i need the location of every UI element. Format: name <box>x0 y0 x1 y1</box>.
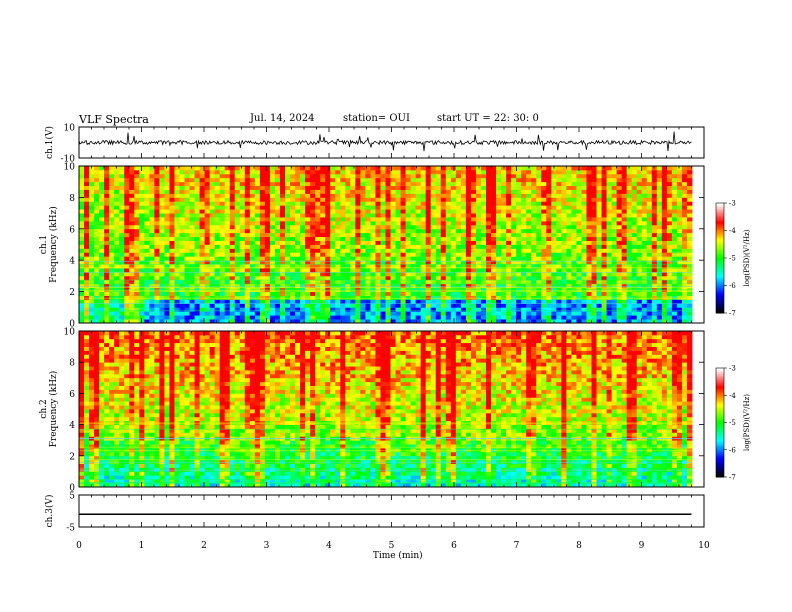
y-tick-label: -5 <box>66 524 75 534</box>
y-tick-label: 10 <box>64 163 76 173</box>
x-axis-label: Time (min) <box>373 550 423 561</box>
colorbar-tick-label: -6 <box>729 446 736 454</box>
x-tick-label: 4 <box>326 541 332 551</box>
colorbar-tick-label: -4 <box>729 392 736 400</box>
x-tick-label: 9 <box>639 541 645 551</box>
y-tick-label: 6 <box>69 225 75 235</box>
y-tick-label: 4 <box>69 421 75 431</box>
spectrogram-1 <box>79 166 693 324</box>
x-tick-label: 2 <box>201 541 207 551</box>
x-tick-label: 1 <box>139 541 145 551</box>
x-tick-label: 6 <box>451 541 457 551</box>
y-tick-label: 2 <box>69 288 75 298</box>
y-tick-label: -10 <box>61 155 76 165</box>
x-tick-label: 5 <box>389 541 395 551</box>
y-tick-label: 4 <box>69 257 75 267</box>
ch2-panel-label: ch.2 <box>39 399 49 418</box>
start-time-label: start UT = 22: 30: 0 <box>437 113 539 124</box>
colorbar-1 <box>715 202 727 314</box>
ch1-waveform <box>78 131 692 152</box>
station-label: station= OUI <box>343 113 410 124</box>
x-tick-label: 10 <box>698 541 710 551</box>
y-tick-label: 0 <box>69 320 75 330</box>
frequency-axis-label: Frequency (kHz) <box>48 206 59 283</box>
x-tick-label: 0 <box>76 541 82 551</box>
x-tick-label: 7 <box>514 541 520 551</box>
colorbar-2 <box>715 367 727 478</box>
y-tick-label: 2 <box>69 452 75 462</box>
ch3-ylabel: ch.3(V) <box>44 495 55 528</box>
frequency-axis-label: Frequency (kHz) <box>48 371 59 448</box>
y-tick-label: 0 <box>69 484 75 494</box>
colorbar-tick-label: -5 <box>729 255 736 263</box>
spectrogram-2 <box>79 331 693 488</box>
y-tick-label: 10 <box>64 124 76 134</box>
ch1-ylabel: ch.1(V) <box>44 126 55 159</box>
colorbar-tick-label: -3 <box>729 200 736 208</box>
colorbar-tick-label: -5 <box>729 419 736 427</box>
figure-title: VLF Spectra <box>79 113 149 126</box>
colorbar-label: log(PSD)(V²/Hz) <box>743 229 751 286</box>
y-tick-label: 5 <box>69 492 75 502</box>
y-tick-label: 8 <box>69 359 75 369</box>
colorbar-label: log(PSD)(V²/Hz) <box>743 394 751 451</box>
x-tick-label: 8 <box>576 541 582 551</box>
y-tick-label: 10 <box>64 328 76 338</box>
date-label: Jul. 14, 2024 <box>250 113 315 124</box>
y-tick-label: 6 <box>69 390 75 400</box>
ch1-panel-label: ch.1 <box>39 235 49 254</box>
x-tick-label: 3 <box>264 541 270 551</box>
colorbar-tick-label: -6 <box>729 282 736 290</box>
colorbar-tick-label: -7 <box>729 310 736 318</box>
colorbar-tick-label: -4 <box>729 227 736 235</box>
colorbar-tick-label: -3 <box>729 365 736 373</box>
y-tick-label: 8 <box>69 194 75 204</box>
colorbar-tick-label: -7 <box>729 474 736 482</box>
